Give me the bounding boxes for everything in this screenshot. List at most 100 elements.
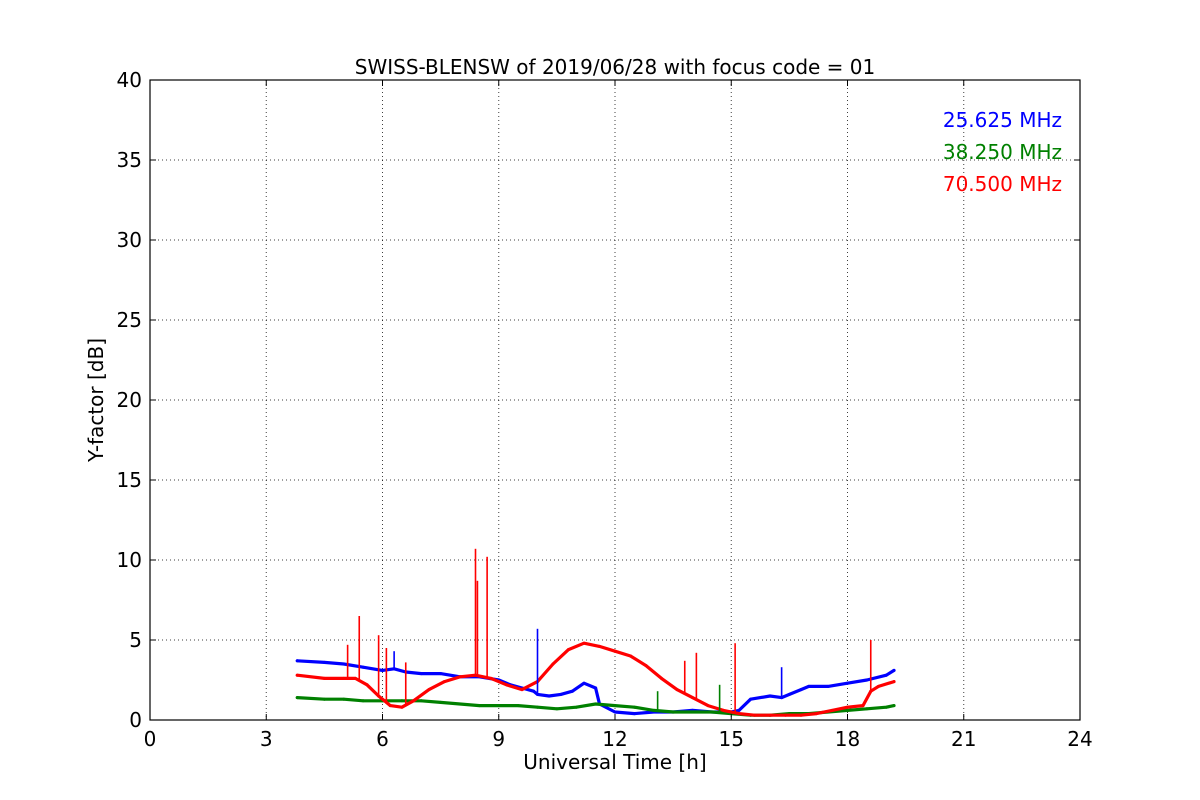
data-point xyxy=(400,705,404,709)
data-point xyxy=(884,705,888,709)
data-point xyxy=(865,678,869,682)
data-point xyxy=(594,702,598,706)
data-point xyxy=(613,710,617,714)
plot-series xyxy=(295,548,896,717)
data-point xyxy=(632,705,636,709)
data-point xyxy=(691,710,694,714)
data-point xyxy=(675,688,679,692)
data-point xyxy=(884,673,888,677)
data-point xyxy=(799,688,803,692)
data-point xyxy=(489,676,493,680)
legend-entry: 70.500 MHz xyxy=(943,172,1062,196)
legend: 25.625 MHz 38.250 MHz 70.500 MHz xyxy=(943,108,1062,196)
data-point xyxy=(784,713,787,717)
y-tick-label: 10 xyxy=(117,548,142,572)
data-point xyxy=(722,708,725,712)
y-tick-label: 25 xyxy=(117,308,142,332)
data-point xyxy=(892,680,896,684)
data-point xyxy=(570,689,574,693)
data-point xyxy=(582,681,586,685)
data-point xyxy=(582,641,586,645)
data-point xyxy=(342,662,346,666)
data-point xyxy=(505,683,508,687)
data-point xyxy=(458,702,462,706)
data-point xyxy=(567,648,570,652)
data-point xyxy=(671,710,675,714)
data-point xyxy=(753,713,756,717)
data-point xyxy=(807,684,811,688)
data-point xyxy=(551,662,555,666)
data-point xyxy=(737,712,741,716)
data-point xyxy=(559,692,563,696)
data-point xyxy=(710,710,714,714)
x-tick-label: 21 xyxy=(951,727,976,751)
data-point xyxy=(361,665,365,669)
data-point xyxy=(536,705,539,709)
chart-title: SWISS-BLENSW of 2019/06/28 with focus co… xyxy=(355,55,876,79)
data-point xyxy=(443,680,446,684)
data-point xyxy=(877,684,880,688)
data-point xyxy=(594,686,598,690)
data-point xyxy=(846,681,849,685)
y-tick-label: 35 xyxy=(117,148,142,172)
data-point xyxy=(799,713,803,717)
data-point xyxy=(365,683,369,687)
data-point xyxy=(547,694,551,698)
data-point xyxy=(532,689,536,693)
data-point xyxy=(830,708,834,712)
axis-ticks: 0 3 6 9 12 15 18 21 24 0 5 10 15 20 25 30 35 40 xyxy=(117,68,1093,751)
y-tick-label: 5 xyxy=(129,628,142,652)
x-tick-label: 0 xyxy=(144,727,157,751)
data-point xyxy=(419,672,423,676)
x-tick-label: 3 xyxy=(260,727,273,751)
y-tick-label: 20 xyxy=(117,388,142,412)
data-point xyxy=(497,704,501,708)
data-point xyxy=(520,688,524,692)
data-point xyxy=(632,712,636,716)
data-point xyxy=(846,708,849,712)
data-point xyxy=(574,705,578,709)
data-point xyxy=(652,708,656,712)
data-point xyxy=(322,660,326,664)
data-point xyxy=(691,696,694,700)
data-point xyxy=(295,696,299,700)
data-point xyxy=(400,699,404,703)
data-point xyxy=(412,699,415,703)
data-point xyxy=(342,697,346,701)
data-point xyxy=(295,673,299,677)
data-point xyxy=(865,707,869,711)
data-point xyxy=(342,676,346,680)
legend-entry: 38.250 MHz xyxy=(943,140,1062,164)
data-point xyxy=(787,692,791,696)
data-point xyxy=(439,700,443,704)
x-tick-label: 12 xyxy=(602,727,627,751)
data-point xyxy=(613,704,617,708)
y-tick-label: 0 xyxy=(129,708,142,732)
y-axis-label: Y-factor [dB] xyxy=(84,338,108,463)
data-point xyxy=(629,654,632,658)
data-point xyxy=(737,708,741,712)
data-point xyxy=(516,704,520,708)
data-point xyxy=(815,712,818,716)
data-point xyxy=(458,675,462,679)
legend-entry: 25.625 MHz xyxy=(943,108,1062,132)
y-tick-label: 40 xyxy=(117,68,142,92)
x-tick-label: 24 xyxy=(1067,727,1092,751)
data-point xyxy=(477,704,481,708)
data-point xyxy=(706,704,710,708)
data-point xyxy=(427,688,431,692)
grid xyxy=(150,80,1080,720)
data-point xyxy=(555,707,559,711)
x-tick-label: 9 xyxy=(492,727,505,751)
x-tick-label: 18 xyxy=(835,727,860,751)
data-point xyxy=(322,676,326,680)
data-point xyxy=(381,668,384,672)
data-point xyxy=(768,694,772,698)
data-point xyxy=(768,713,772,717)
data-point xyxy=(846,705,849,709)
data-point xyxy=(295,659,299,663)
data-point xyxy=(598,644,601,648)
data-point xyxy=(892,668,896,672)
data-point xyxy=(353,676,357,680)
